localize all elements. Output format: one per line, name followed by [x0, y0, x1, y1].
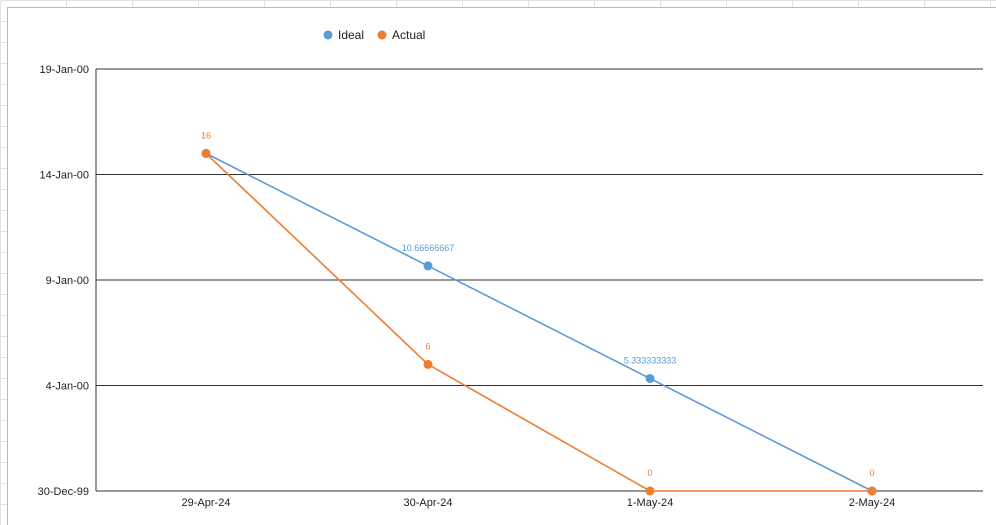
legend: Ideal Actual — [323, 28, 425, 42]
data-point-ideal — [645, 373, 655, 383]
gridlines — [96, 68, 983, 492]
legend-label-actual: Actual — [392, 28, 425, 42]
data-label-actual: 0 — [869, 468, 874, 478]
series-line-ideal — [205, 152, 873, 492]
x-tick-label: 30-Apr-24 — [404, 497, 453, 509]
y-tick-label: 9-Jan-00 — [46, 275, 89, 287]
legend-marker-actual — [377, 30, 387, 40]
data-label-actual: 16 — [201, 130, 211, 140]
data-label-actual: 6 — [425, 341, 430, 351]
legend-label-ideal: Ideal — [338, 28, 364, 42]
data-label-ideal: 5.333333333 — [624, 355, 677, 365]
data-point-ideal — [423, 261, 433, 271]
data-label-actual: 0 — [647, 468, 652, 478]
legend-marker-ideal — [323, 30, 333, 40]
data-label-ideal: 10.66666667 — [402, 243, 455, 253]
y-tick-label: 14-Jan-00 — [39, 170, 89, 182]
y-tick-label: 30-Dec-99 — [38, 486, 89, 498]
x-tick-label: 1-May-24 — [627, 497, 673, 509]
series-line-actual — [205, 152, 872, 492]
x-tick-label: 2-May-24 — [849, 497, 895, 509]
y-tick-label: 19-Jan-00 — [39, 64, 89, 76]
data-labels: 10.66666667 5.333333333 16 6 0 0 — [201, 130, 875, 478]
data-point-actual — [201, 148, 211, 158]
x-tick-label: 29-Apr-24 — [182, 497, 231, 509]
chart-frame[interactable] — [7, 7, 996, 525]
data-point-actual — [423, 359, 433, 369]
y-tick-label: 4-Jan-00 — [46, 381, 89, 393]
data-point-actual — [645, 486, 655, 496]
data-point-actual — [867, 486, 877, 496]
series-lines — [201, 148, 877, 496]
axes: 30-Dec-99 4-Jan-00 9-Jan-00 14-Jan-00 19-Jan… — [38, 64, 896, 509]
